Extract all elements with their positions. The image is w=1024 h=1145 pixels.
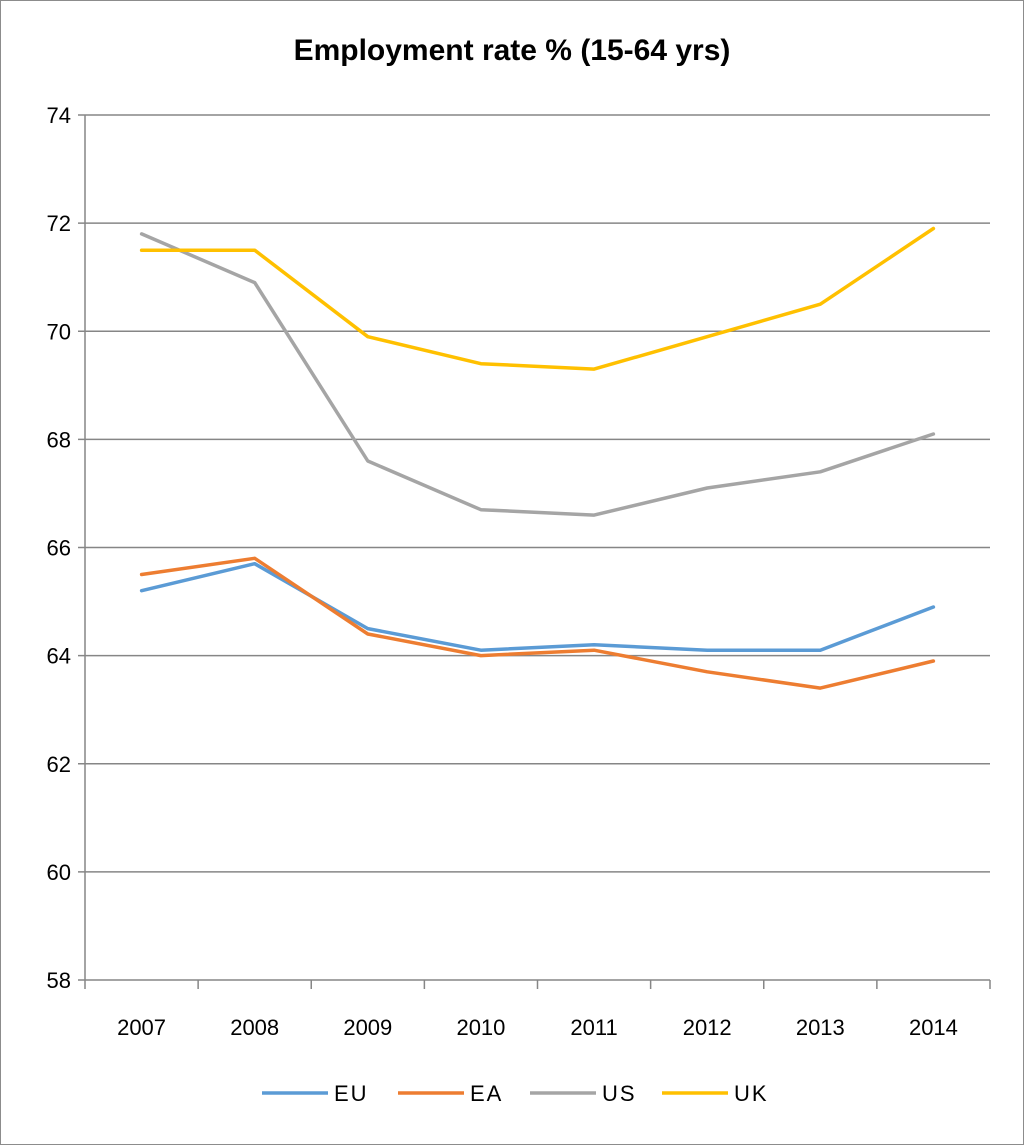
x-tick-label-2010: 2010 — [456, 1015, 505, 1040]
legend-label-us: US — [602, 1081, 637, 1106]
series-line-uk — [139, 226, 936, 371]
legend-label-ea: EA — [470, 1081, 503, 1106]
y-tick-label: 60 — [47, 860, 71, 885]
x-tick-label-2009: 2009 — [343, 1015, 392, 1040]
x-tick-label-2014: 2014 — [909, 1015, 958, 1040]
y-tick-label: 64 — [47, 644, 71, 669]
y-tick-label: 74 — [47, 103, 71, 128]
y-tick-label: 62 — [47, 752, 71, 777]
gridlines — [85, 114, 990, 981]
legend-label-eu: EU — [334, 1081, 369, 1106]
x-tick-label-2013: 2013 — [796, 1015, 845, 1040]
y-tick-label: 66 — [47, 536, 71, 561]
y-tick-label: 72 — [47, 211, 71, 236]
legend-label-uk: UK — [734, 1081, 769, 1106]
x-tick-label-2011: 2011 — [570, 1015, 617, 1040]
axes: 58 60 62 64 66 68 70 72 74 2007 2008 2009 2010 2011 20… — [47, 103, 991, 1040]
y-tick-label: 58 — [47, 968, 71, 993]
series-line-ea — [139, 556, 936, 690]
x-tick-label-2007: 2007 — [117, 1015, 166, 1040]
x-tick-label-2012: 2012 — [683, 1015, 732, 1040]
series-line-us — [139, 232, 936, 517]
x-tick-label-2008: 2008 — [230, 1015, 279, 1040]
y-tick-label: 68 — [47, 427, 71, 452]
chart-title: Employment rate % (15-64 yrs) — [294, 34, 731, 67]
legend: EU EA US UK — [262, 1081, 769, 1106]
series-line-eu — [139, 561, 936, 652]
series-lines — [139, 226, 936, 690]
y-tick-label: 70 — [47, 319, 71, 344]
